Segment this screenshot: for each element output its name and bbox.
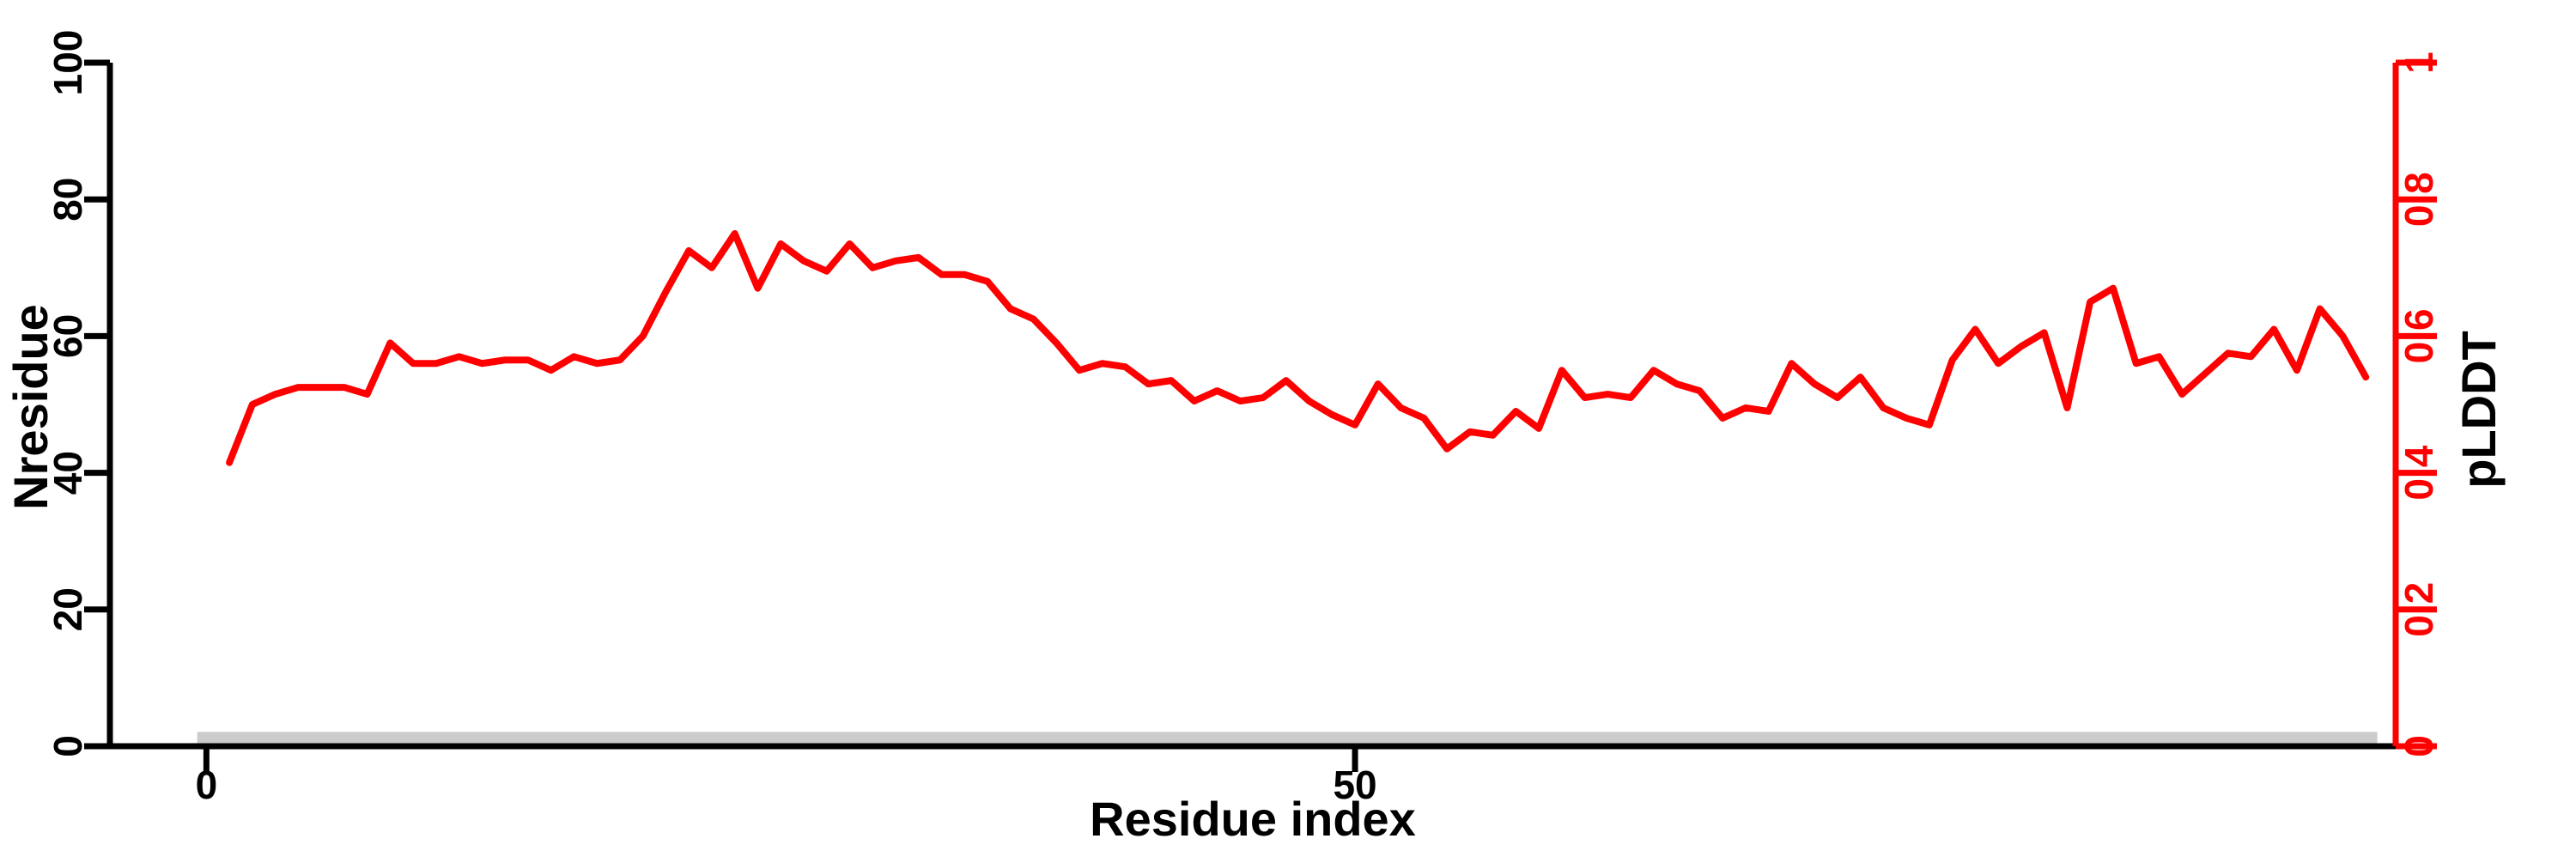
left-tick-label: 100: [46, 30, 90, 96]
x-tick-label: 0: [196, 763, 218, 807]
left-tick-label: 20: [46, 587, 90, 631]
right-tick-label: 0.6: [2397, 308, 2441, 363]
right-tick-label: 1: [2397, 52, 2441, 74]
plddt-line: [226, 230, 2370, 466]
left-tick-label: 40: [46, 451, 90, 495]
right-tick-label: 0.8: [2397, 172, 2441, 227]
left-tick-label: 60: [46, 314, 90, 358]
right-tick-label: 0: [2397, 735, 2441, 757]
left-tick-label: 0: [46, 735, 90, 757]
right-tick-label: 0.2: [2397, 582, 2441, 637]
right-y-axis: 0 0.2 0.4 0.6 0.8 1: [2392, 52, 2441, 757]
x-axis-title: Residue index: [1090, 792, 1416, 846]
segment-annotation-bar: [197, 732, 2378, 744]
right-axis-title: pLDDT: [2451, 331, 2506, 489]
right-tick-label: 0.4: [2397, 445, 2441, 500]
left-axis-title: Nresidue: [3, 304, 58, 510]
left-y-axis: 0 20 40 60 80 100: [46, 30, 113, 757]
left-tick-label: 80: [46, 178, 90, 222]
x-tick-label: 50: [1333, 763, 1376, 807]
x-axis: 0 50: [110, 743, 2399, 807]
